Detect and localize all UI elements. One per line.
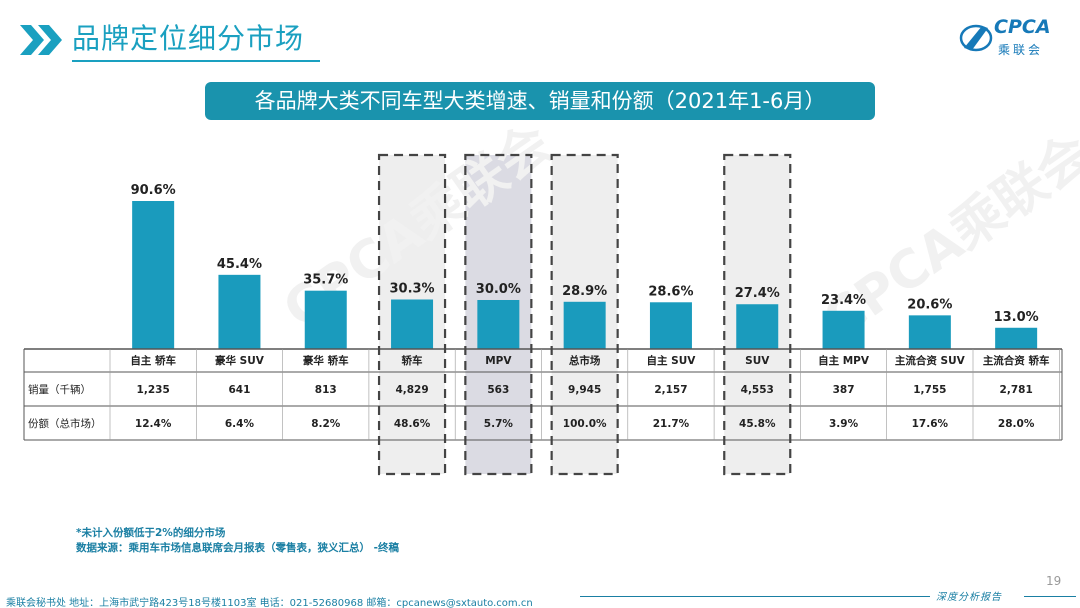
category-label-8: 自主 MPV — [818, 354, 870, 367]
logo-subtitle: 乘联会 — [998, 43, 1044, 57]
bar-value-label-9: 20.6% — [907, 297, 952, 312]
table-cell-1-9: 17.6% — [912, 418, 949, 430]
bar-0 — [132, 201, 175, 349]
table-cell-1-3: 48.6% — [394, 418, 431, 430]
footnotes: *未计入份额低于2%的细分市场 数据来源：乘用车市场信息联席会月报表（零售表，狭… — [76, 526, 399, 556]
bar-3 — [391, 299, 434, 349]
footnote-2: 数据来源：乘用车市场信息联席会月报表（零售表，狭义汇总） -终稿 — [76, 542, 400, 554]
bar-9 — [908, 315, 951, 349]
bar-value-label-8: 23.4% — [821, 293, 866, 308]
page-title: 品牌定位细分市场 — [72, 22, 305, 55]
category-label-2: 豪华 轿车 — [303, 354, 349, 367]
table-cell-0-2: 813 — [315, 384, 337, 396]
title-underline — [72, 60, 320, 62]
bar-value-label-4: 30.0% — [476, 282, 521, 297]
cpca-logo: CPCA 乘联会 — [958, 16, 1062, 60]
bar-value-label-7: 27.4% — [735, 286, 780, 301]
chevron-icon — [20, 25, 62, 55]
bar-5 — [563, 301, 606, 349]
footnote-1: *未计入份额低于2%的细分市场 — [76, 527, 226, 539]
bar-value-label-10: 13.0% — [994, 310, 1039, 325]
footer-brand: 深度分析报告 — [936, 592, 1002, 603]
table-cell-0-1: 641 — [228, 384, 250, 396]
bar-6 — [649, 302, 692, 349]
footer-rule-right — [1024, 596, 1076, 597]
bar-1 — [218, 274, 261, 349]
table-cell-0-9: 1,755 — [913, 384, 946, 396]
category-label-6: 自主 SUV — [647, 354, 697, 367]
table-cell-0-4: 563 — [487, 384, 509, 396]
category-label-3: 轿车 — [402, 354, 423, 367]
table-cell-1-0: 12.4% — [135, 418, 172, 430]
category-label-9: 主流合资 SUV — [895, 354, 966, 367]
bar-10 — [995, 327, 1038, 349]
dashed-frame-3 — [377, 153, 447, 476]
category-label-1: 豪华 SUV — [215, 354, 265, 367]
table-cell-0-6: 2,157 — [654, 384, 687, 396]
bar-value-label-0: 90.6% — [131, 183, 176, 198]
category-label-7: SUV — [745, 355, 770, 367]
bar-7 — [736, 304, 779, 349]
row-label-1: 份额（总市场） — [28, 417, 102, 430]
dashed-frame-5 — [550, 153, 619, 476]
category-label-4: MPV — [485, 355, 512, 367]
table-cell-1-8: 3.9% — [829, 418, 859, 430]
table-cell-1-2: 8.2% — [311, 418, 341, 430]
category-label-0: 自主 轿车 — [130, 354, 176, 367]
table-cell-1-6: 21.7% — [653, 418, 690, 430]
bar-8 — [822, 310, 865, 349]
footer-address: 乘联会秘书处 地址：上海市武宁路423号18号楼1103室 电话：021-526… — [6, 598, 533, 608]
table-cell-1-4: 5.7% — [484, 418, 514, 430]
header: 品牌定位细分市场 CPCA 乘联会 — [0, 0, 1080, 72]
bar-value-label-1: 45.4% — [217, 257, 262, 272]
category-label-5: 总市场 — [569, 354, 601, 367]
dashed-frame-7 — [723, 153, 792, 476]
table-cell-0-10: 2,781 — [1000, 384, 1033, 396]
dashed-frame-4 — [464, 153, 533, 476]
chart-title-banner: 各品牌大类不同车型大类增速、销量和份额（2021年1-6月） — [205, 82, 875, 120]
row-label-0: 销量（千辆） — [28, 383, 91, 396]
table-cell-0-8: 387 — [833, 384, 855, 396]
table-cell-0-0: 1,235 — [137, 384, 170, 396]
bar-2 — [304, 290, 347, 349]
bar-value-label-2: 35.7% — [303, 273, 348, 288]
page-number: 19 — [1046, 574, 1062, 588]
bar-value-label-5: 28.9% — [562, 284, 607, 299]
logo-emblem-icon — [959, 24, 993, 52]
table-cell-0-3: 4,829 — [395, 384, 428, 396]
category-label-10: 主流合资 轿车 — [983, 354, 1050, 367]
table-cell-1-10: 28.0% — [998, 418, 1035, 430]
bar-4 — [477, 299, 520, 349]
bar-chart: CPCA乘联会 CPCA乘联会 90.6%45.4%35.7%30.3% 30.0… — [23, 113, 1080, 476]
table-cell-1-5: 100.0% — [563, 418, 607, 430]
table-cell-0-5: 9,945 — [568, 384, 601, 396]
logo-text: CPCA — [994, 16, 1051, 38]
bar-value-label-3: 30.3% — [389, 282, 434, 297]
table-cell-0-7: 4,553 — [741, 384, 774, 396]
bar-value-label-6: 28.6% — [648, 284, 693, 299]
table-cell-1-1: 6.4% — [225, 418, 255, 430]
table-cell-1-7: 45.8% — [739, 418, 776, 430]
footer-rule — [580, 596, 930, 597]
